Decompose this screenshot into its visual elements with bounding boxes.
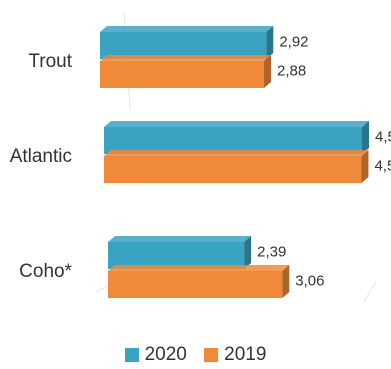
legend-item-2020: 2020 (124, 344, 187, 366)
bar-top-2019-coho (108, 265, 290, 271)
bar-top-2019-trout (100, 55, 272, 61)
chart-labels: Trout 2,92 2,88 Atlantic 4,53 4,52 Coho* 2,39 3,… (10, 34, 391, 290)
axis-guide-right (363, 281, 377, 303)
legend-swatch-2019 (204, 348, 219, 362)
bar-top-2020-coho (108, 236, 252, 242)
data-label-2019-coho: 3,06 (295, 273, 324, 290)
data-label-2019-trout: 2,88 (277, 63, 306, 80)
legend-item-2019: 2019 (204, 344, 266, 366)
legend-label-2019: 2019 (224, 344, 267, 365)
bar-2019-atlantic (104, 156, 362, 183)
bar-chart: Trout 2,92 2,88 Atlantic 4,53 4,52 Coho* 2,39 3,… (10, 11, 391, 303)
bar-end-2020-coho (244, 236, 252, 269)
bar-2020-trout (100, 32, 267, 59)
chart-bars (100, 26, 370, 298)
legend-label-2020: 2020 (144, 344, 187, 365)
bar-end-2020-trout (266, 26, 274, 59)
category-label-atlantic: Atlantic (10, 146, 72, 167)
bar-end-2019-coho (282, 265, 290, 298)
bar-end-2019-trout (264, 55, 272, 88)
bar-2020-atlantic (104, 127, 363, 154)
bar-2020-coho (108, 242, 245, 269)
bar-top-2020-trout (100, 26, 274, 32)
data-label-2020-coho: 2,39 (257, 244, 286, 261)
data-label-2020-atlantic: 4,53 (375, 129, 391, 146)
bar-2019-coho (108, 271, 283, 298)
bar-top-2020-atlantic (104, 121, 370, 127)
data-label-2019-atlantic: 4,52 (374, 158, 391, 175)
bar-end-2020-atlantic (362, 121, 370, 154)
category-label-coho: Coho* (19, 261, 72, 282)
chart-legend: 2020 2019 (0, 344, 391, 368)
category-label-trout: Trout (28, 51, 72, 72)
bar-2019-trout (100, 61, 265, 88)
legend-swatch-2020 (124, 348, 139, 362)
bar-end-2019-atlantic (361, 150, 369, 183)
bar-top-2019-atlantic (104, 150, 369, 156)
data-label-2020-trout: 2,92 (279, 34, 308, 51)
